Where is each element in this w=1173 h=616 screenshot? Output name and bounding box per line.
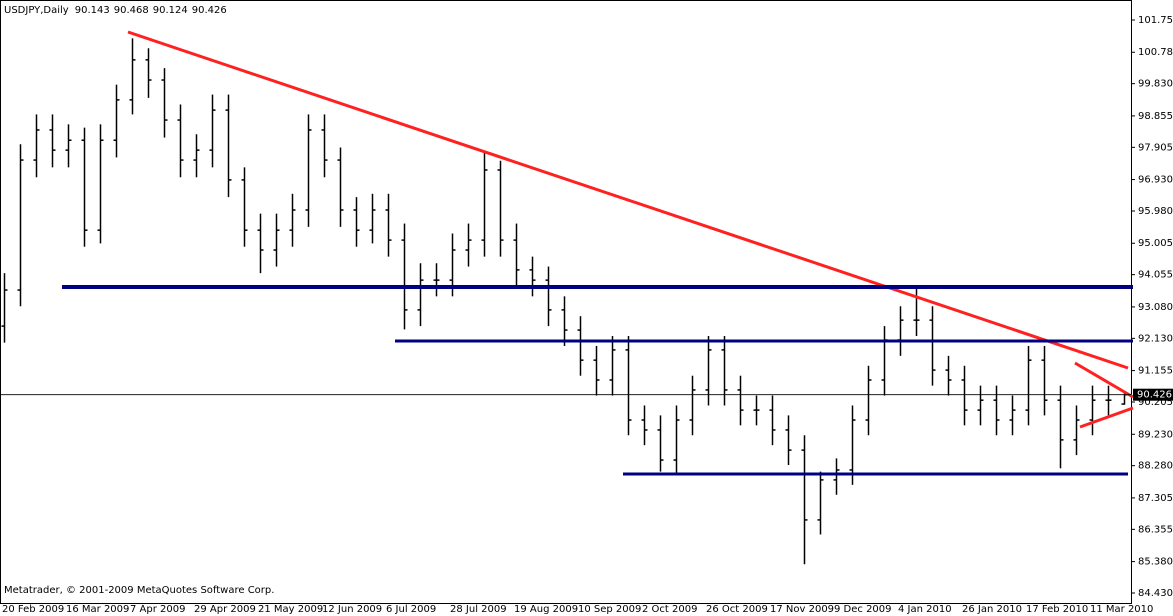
- y-tick-label: 87.305: [1138, 493, 1173, 504]
- x-tick-label: 7 Apr 2009: [130, 604, 185, 615]
- x-tick-label: 17 Nov 2009: [770, 604, 834, 615]
- x-tick-label: 20 Feb 2009: [2, 604, 64, 615]
- price-label-box: [1133, 388, 1173, 401]
- y-tick-label: 96.930: [1138, 175, 1173, 186]
- y-tick-label: 100.780: [1138, 47, 1173, 58]
- price-label: 90.426: [1137, 390, 1172, 401]
- triangle-line: [1074, 361, 1134, 399]
- x-tick-label: 26 Oct 2009: [706, 604, 768, 615]
- marks: [1, 38, 1128, 565]
- x-tick-label: 10 Sep 2009: [578, 604, 641, 615]
- header: USDJPY,Daily 90.143 90.468 90.124 90.426: [4, 5, 227, 16]
- x-tick-label: 28 Jul 2009: [450, 604, 507, 615]
- x-tick-label: 29 Apr 2009: [194, 604, 256, 615]
- last-high: 90.468: [114, 5, 149, 16]
- x-tick-label: 17 Feb 2010: [1026, 604, 1088, 615]
- x-tick-label: 26 Jan 2010: [962, 604, 1022, 615]
- footer: Metatrader, © 2001-2009 MetaQuotes Softw…: [4, 585, 274, 596]
- y-tick-label: 95.005: [1138, 238, 1173, 249]
- x-tick-label: 4 Jan 2010: [898, 604, 952, 615]
- x-tick-label: 2 Oct 2009: [642, 604, 697, 615]
- y-tick-label: 97.905: [1138, 142, 1173, 153]
- x-tick-label: 11 Mar 2010: [1090, 604, 1153, 615]
- y-tick-label: 84.430: [1138, 588, 1173, 599]
- y-tick-label: 85.380: [1138, 557, 1173, 568]
- x-tick-label: 9 Dec 2009: [834, 604, 892, 615]
- y-tick-label: 90.205: [1138, 397, 1173, 408]
- x-tick-label: 12 Jun 2009: [322, 604, 382, 615]
- last-close: 90.426: [192, 5, 227, 16]
- y-tick-label: 93.080: [1138, 302, 1173, 313]
- drawings: [62, 30, 1134, 476]
- chart-title: USDJPY,Daily 90.143 90.468 90.124 90.426: [4, 5, 227, 16]
- plot-frame: [0, 0, 1132, 604]
- symbol: USDJPY,Daily: [4, 5, 69, 16]
- y-tick-label: 86.355: [1138, 524, 1173, 535]
- x-tick-label: 21 May 2009: [258, 604, 323, 615]
- y-tick-label: 98.855: [1138, 111, 1173, 122]
- x-tick-label: 16 Mar 2009: [66, 604, 129, 615]
- y-tick-label: 95.980: [1138, 206, 1173, 217]
- trendline: [127, 30, 1129, 370]
- y-tick-label: 92.130: [1138, 333, 1173, 344]
- x-tick-label: 19 Aug 2009: [514, 604, 578, 615]
- last-open: 90.143: [75, 5, 110, 16]
- y-tick-label: 91.155: [1138, 366, 1173, 377]
- y-tick-label: 101.755: [1138, 15, 1173, 26]
- last-low: 90.124: [153, 5, 188, 16]
- triangle-line: [1079, 406, 1134, 429]
- x-tick-label: 6 Jul 2009: [386, 604, 436, 615]
- y-tick-label: 99.830: [1138, 79, 1173, 90]
- y-tick-label: 88.280: [1138, 461, 1173, 472]
- y-tick-label: 89.230: [1138, 429, 1173, 440]
- y-tick-label: 94.055: [1138, 270, 1173, 281]
